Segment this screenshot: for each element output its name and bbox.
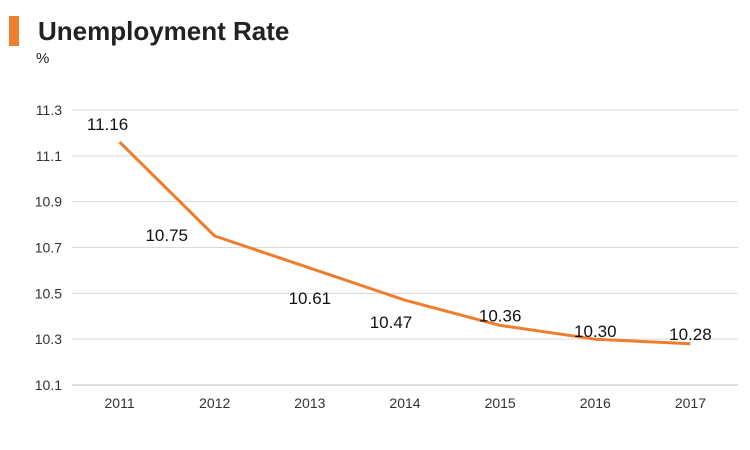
x-tick-label: 2011 bbox=[105, 395, 135, 411]
chart-title: Unemployment Rate bbox=[38, 16, 290, 46]
data-label: 10.47 bbox=[370, 313, 413, 332]
y-tick-label: 10.3 bbox=[35, 331, 62, 347]
data-label: 11.16 bbox=[87, 115, 128, 134]
data-label: 10.30 bbox=[574, 322, 617, 341]
x-tick-label: 2012 bbox=[199, 395, 230, 411]
y-tick-label: 10.5 bbox=[35, 285, 62, 301]
y-tick-label: 11.1 bbox=[36, 148, 62, 164]
unit-label: % bbox=[36, 50, 50, 67]
data-label: 10.75 bbox=[145, 226, 188, 245]
y-tick-label: 10.9 bbox=[35, 194, 62, 210]
y-tick-label: 10.7 bbox=[35, 240, 62, 256]
title-accent-bar bbox=[9, 16, 19, 46]
x-tick-label: 2017 bbox=[675, 395, 706, 411]
x-tick-label: 2015 bbox=[485, 395, 516, 411]
y-axis-ticks: 10.1 10.3 10.5 10.7 10.9 11.1 11.3 bbox=[35, 102, 62, 393]
data-label: 10.36 bbox=[479, 306, 522, 325]
x-tick-label: 2016 bbox=[580, 395, 611, 411]
x-tick-label: 2013 bbox=[294, 395, 325, 411]
data-labels: 11.16 10.75 10.61 10.47 10.36 10.30 10.28 bbox=[87, 115, 712, 344]
series-line bbox=[118, 141, 691, 346]
x-tick-label: 2014 bbox=[389, 395, 420, 411]
data-label: 10.61 bbox=[289, 289, 332, 308]
y-tick-label: 10.1 bbox=[35, 377, 62, 393]
x-axis-ticks: 2011 2012 2013 2014 2015 2016 2017 bbox=[105, 395, 707, 411]
y-tick-label: 11.3 bbox=[36, 102, 62, 118]
data-label: 10.28 bbox=[669, 325, 712, 344]
grid-lines bbox=[72, 109, 738, 386]
